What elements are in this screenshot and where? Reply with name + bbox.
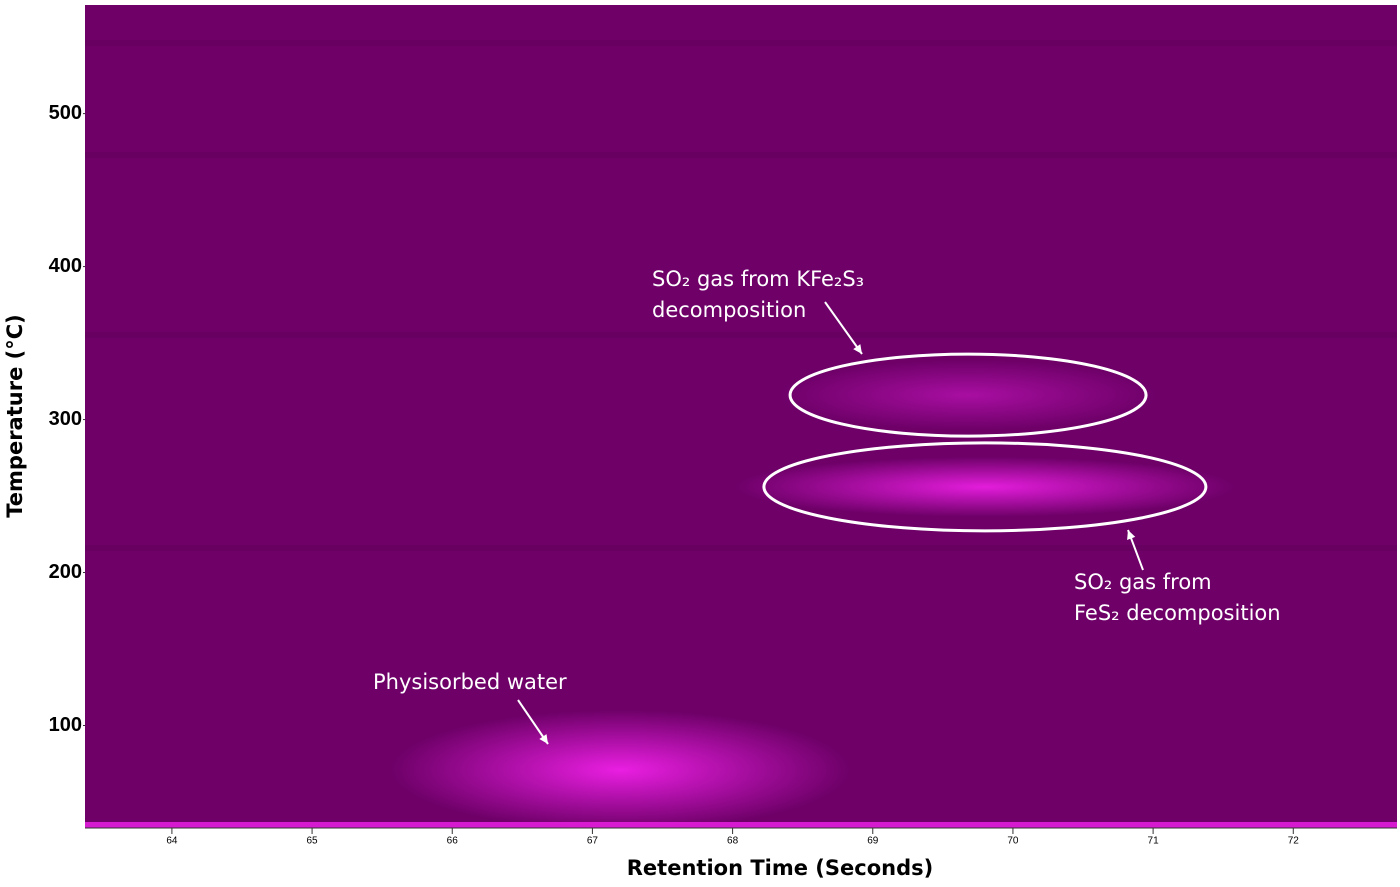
y-tick-label: 200 xyxy=(49,561,82,583)
arrow-head xyxy=(539,734,548,744)
x-tick-label: 67 xyxy=(587,836,599,847)
annotation-ellipse xyxy=(762,441,1208,533)
x-tick-label: 70 xyxy=(1007,836,1019,847)
peak xyxy=(390,709,851,830)
band xyxy=(85,40,1397,46)
x-tick-label: 69 xyxy=(867,836,879,847)
x-tick-label: 68 xyxy=(727,836,739,847)
arrow-head xyxy=(853,344,862,354)
x-tick-label: 64 xyxy=(166,836,178,847)
y-tick-label: 400 xyxy=(49,255,82,277)
x-tick-label: 71 xyxy=(1148,836,1160,847)
band xyxy=(85,152,1397,158)
annotation-text: SO₂ gas from KFe₂S₃ xyxy=(652,267,864,291)
x-axis-title: Retention Time (Seconds) xyxy=(627,856,933,880)
peak xyxy=(778,360,1159,431)
annotation-text: decomposition xyxy=(652,298,806,322)
arrow-head xyxy=(1127,530,1136,540)
x-tick-label: 66 xyxy=(447,836,459,847)
annotation-ellipse xyxy=(788,352,1148,438)
band xyxy=(85,332,1397,338)
band xyxy=(85,545,1397,551)
x-tick-label: 65 xyxy=(307,836,319,847)
baseline-band xyxy=(85,822,1397,828)
annotation-text: SO₂ gas from xyxy=(1074,570,1212,594)
x-tick-label: 72 xyxy=(1288,836,1300,847)
y-tick-label: 100 xyxy=(49,714,82,736)
arrow-shaft xyxy=(824,301,863,355)
peak xyxy=(734,456,1235,517)
plot-background xyxy=(85,5,1397,828)
annotation-text: FeS₂ decomposition xyxy=(1074,601,1281,625)
y-tick-label: 300 xyxy=(49,408,82,430)
y-tick-label: 500 xyxy=(49,102,82,124)
annotation-text: Physisorbed water xyxy=(373,670,567,694)
y-axis-title: Temperature (°C) xyxy=(3,314,27,517)
